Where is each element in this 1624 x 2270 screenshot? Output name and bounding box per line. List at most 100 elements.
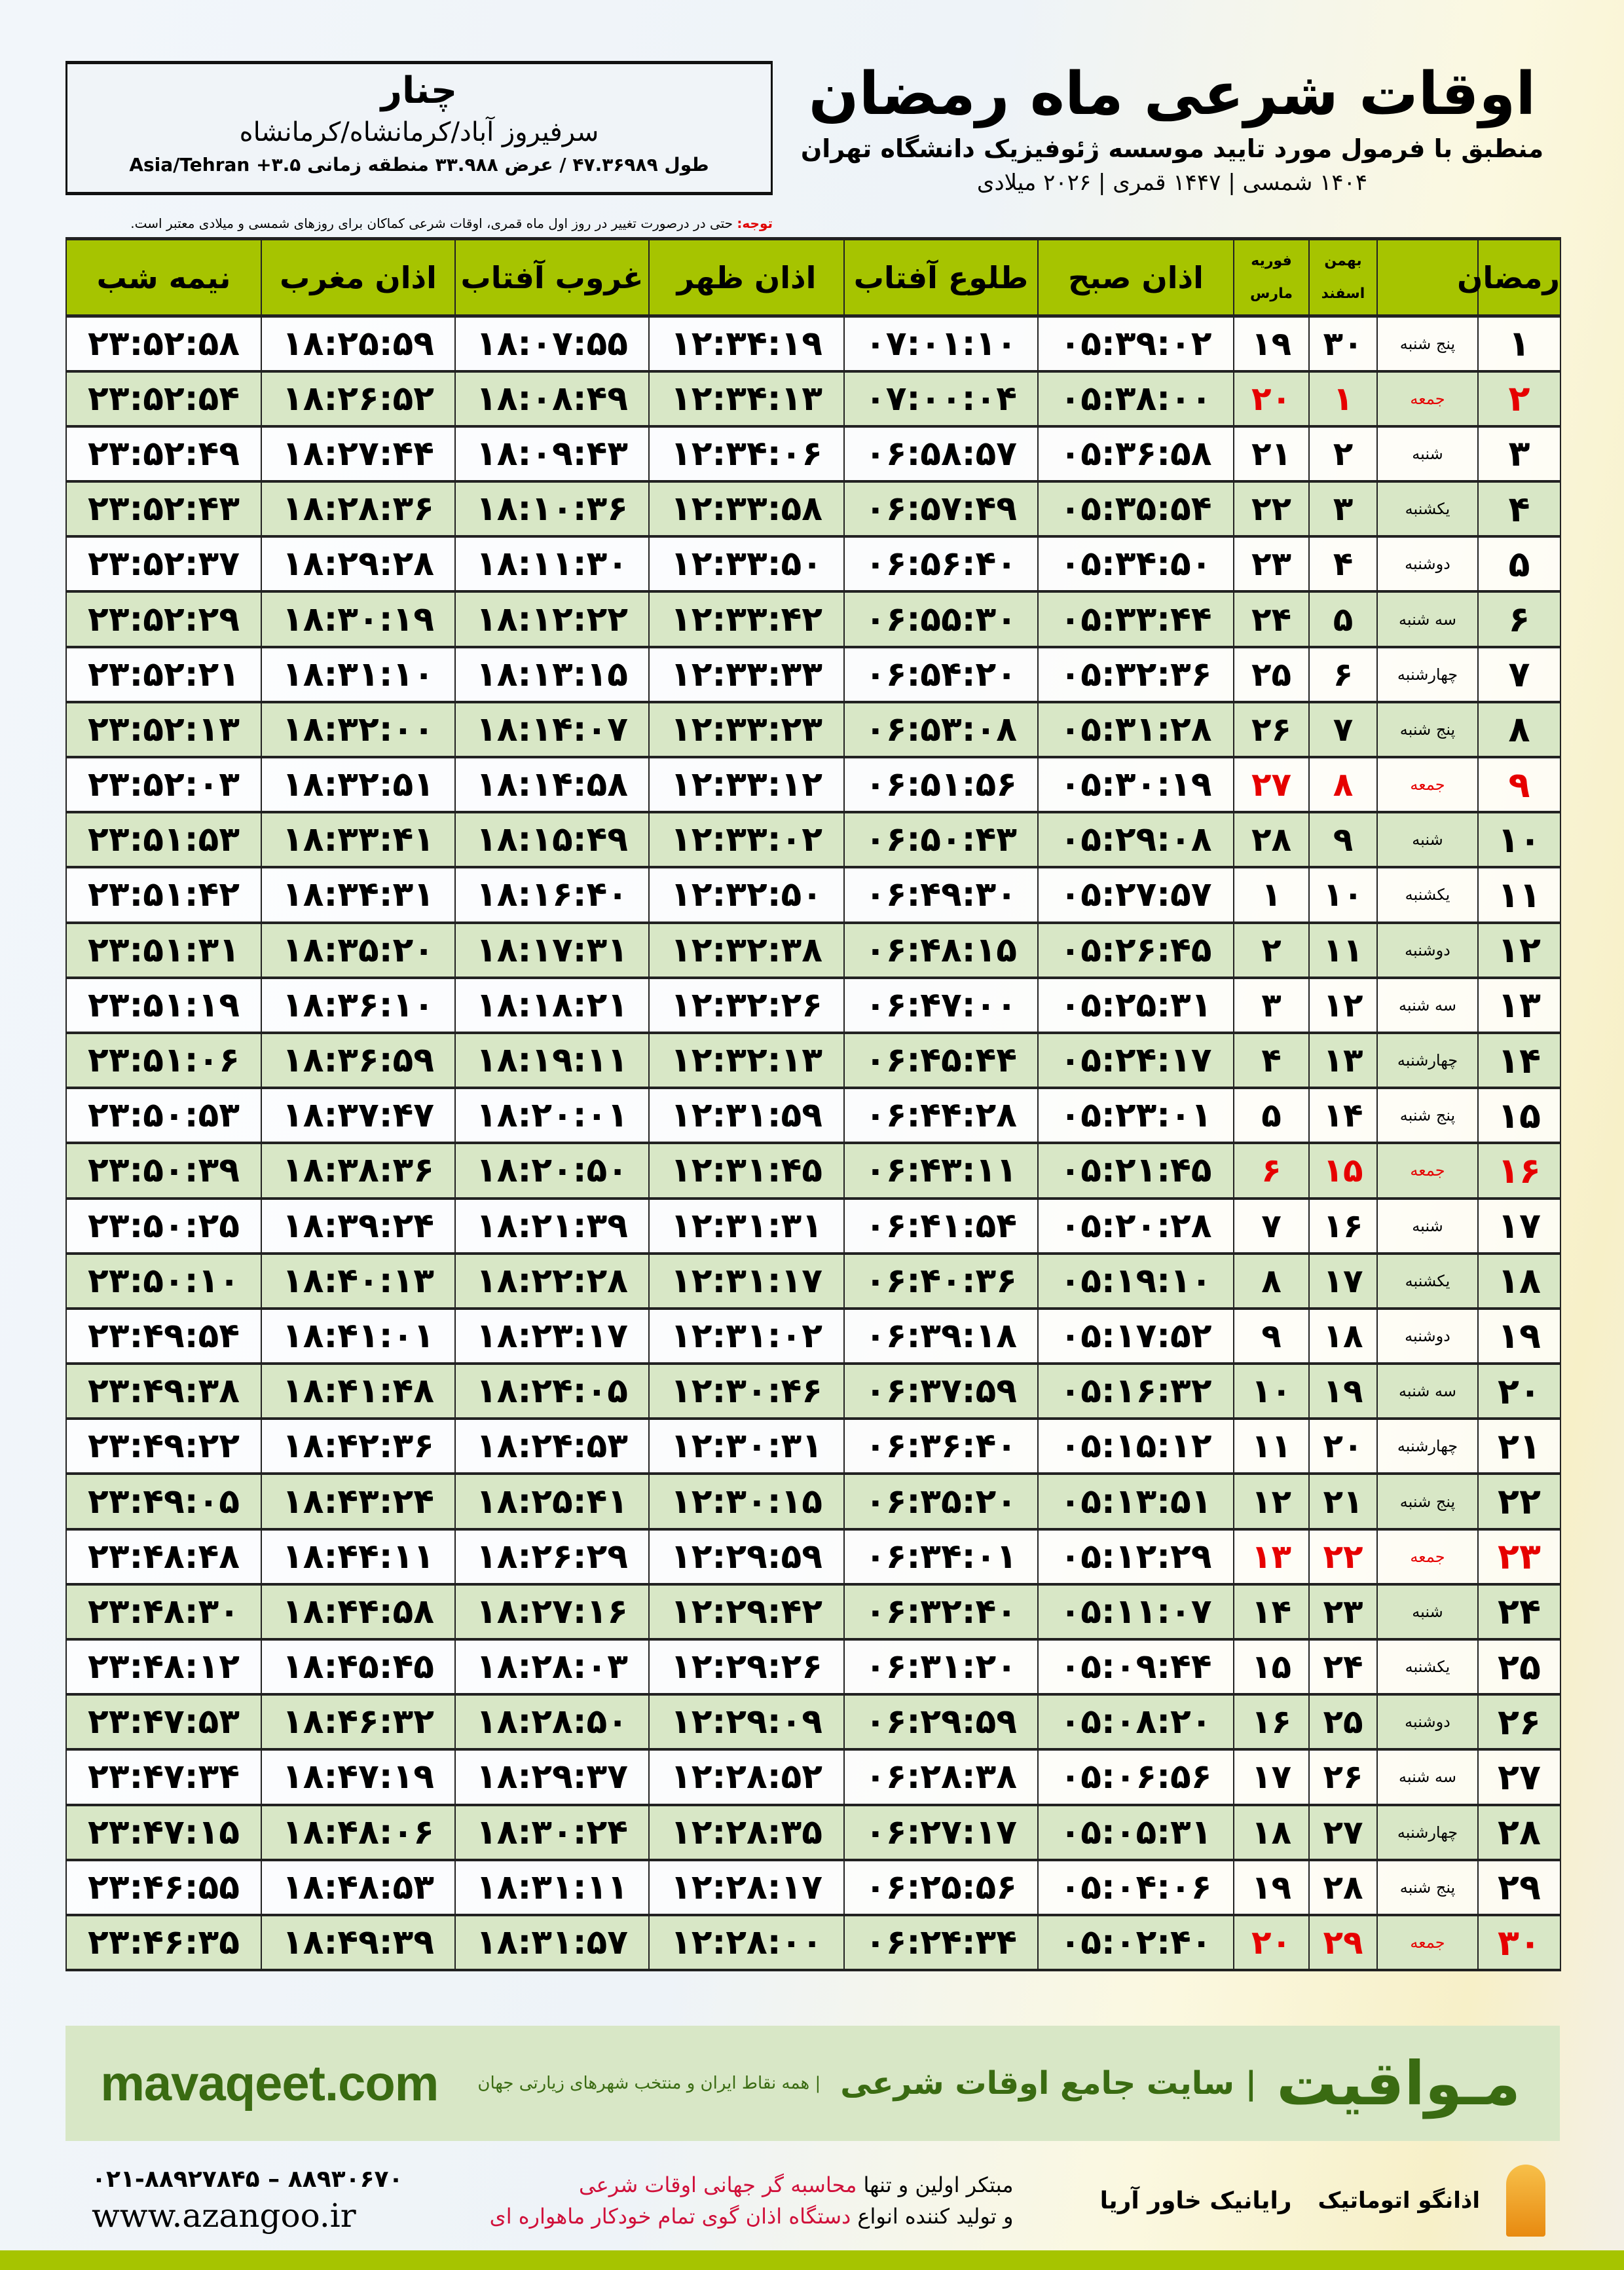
cell-ghorub: ۱۸:۱۲:۲۲ — [454, 591, 650, 648]
cell-tolu: ۰۶:۳۹:۱۸ — [843, 1307, 1039, 1366]
cell-ghorub: ۱۸:۱۸:۲۱ — [454, 977, 650, 1034]
cell-sobh: ۰۵:۲۵:۳۱ — [1037, 977, 1234, 1034]
cell-march: ۲۰ — [1233, 1914, 1310, 1972]
cell-march: ۱۴ — [1233, 1583, 1310, 1641]
cell-zohr: ۱۲:۲۸:۵۲ — [648, 1749, 845, 1806]
cell-ghorub: ۱۸:۲۰:۵۰ — [454, 1142, 650, 1200]
cell-march: ۲۱ — [1233, 425, 1310, 483]
cell-esfand: ۳۰ — [1308, 315, 1378, 373]
promo-line1: مبتکر اولین و تنها — [857, 2172, 1014, 2197]
cell-tolu: ۰۶:۵۷:۴۹ — [843, 481, 1039, 538]
cell-nimeshab: ۲۳:۵۲:۵۴ — [65, 370, 262, 428]
city-name: چنار — [380, 69, 458, 112]
cell-maghreb: ۱۸:۳۲:۰۰ — [261, 701, 456, 759]
cell-sobh: ۰۵:۳۰:۱۹ — [1037, 756, 1234, 814]
cell-ramadan: ۷ — [1477, 646, 1561, 703]
cell-zohr: ۱۲:۳۳:۴۲ — [648, 591, 845, 648]
cell-tolu: ۰۶:۴۷:۰۰ — [843, 977, 1039, 1034]
cell-march: ۱۹ — [1233, 1859, 1310, 1916]
cell-weekday: جمعه — [1376, 1528, 1479, 1586]
mosque-icon — [1505, 2165, 1545, 2237]
site-link[interactable]: mavaqeet.com — [100, 2055, 439, 2112]
cell-nimeshab: ۲۳:۵۲:۲۹ — [65, 591, 262, 648]
cell-ghorub: ۱۸:۱۰:۳۶ — [454, 481, 650, 538]
cell-weekday: جمعه — [1376, 370, 1479, 428]
cell-tolu: ۰۶:۳۵:۲۰ — [843, 1473, 1039, 1531]
cell-maghreb: ۱۸:۴۷:۱۹ — [261, 1749, 456, 1806]
cell-maghreb: ۱۸:۳۴:۳۱ — [261, 866, 456, 924]
cell-ghorub: ۱۸:۲۴:۰۵ — [454, 1363, 650, 1421]
cell-tolu: ۰۶:۴۱:۵۴ — [843, 1197, 1039, 1255]
cell-esfand: ۲۹ — [1308, 1914, 1378, 1972]
cell-march: ۲۷ — [1233, 756, 1310, 814]
cell-weekday: پنج شنبه — [1376, 1473, 1479, 1531]
cell-march: ۱۷ — [1233, 1749, 1310, 1806]
cell-ramadan: ۲۸ — [1477, 1804, 1561, 1861]
cell-maghreb: ۱۸:۲۶:۵۲ — [261, 370, 456, 428]
cell-march: ۲۳ — [1233, 536, 1310, 593]
cell-march: ۲۵ — [1233, 646, 1310, 703]
table-row: ۱۲ دوشنبه ۱۱ ۲ ۰۵:۲۶:۴۵ ۰۶:۴۸:۱۵ ۱۲:۳۲:۳۸ ۱۸:۱۷… — [65, 921, 1561, 979]
cell-tolu: ۰۶:۵۵:۳۰ — [843, 591, 1039, 648]
cell-nimeshab: ۲۳:۴۹:۳۸ — [65, 1363, 262, 1421]
cell-ramadan: ۱۶ — [1477, 1142, 1561, 1200]
cell-zohr: ۱۲:۳۰:۱۵ — [648, 1473, 845, 1531]
page-subtitle: منطبق با فرمول مورد تایید موسسه ژئوفیزیک… — [800, 134, 1544, 163]
cell-weekday: یکشنبه — [1376, 481, 1479, 538]
table-row: ۸ پنج شنبه ۷ ۲۶ ۰۵:۳۱:۲۸ ۰۶:۵۳:۰۸ ۱۲:۳۳:۲۳ ۱۸:۱… — [65, 701, 1561, 759]
table-row: ۳۰ جمعه ۲۹ ۲۰ ۰۵:۰۲:۴۰ ۰۶:۲۴:۳۴ ۱۲:۲۸:۰۰ ۱۸:۳۱:… — [65, 1914, 1561, 1972]
cell-sobh: ۰۵:۱۱:۰۷ — [1037, 1583, 1234, 1641]
cell-ghorub: ۱۸:۲۹:۳۷ — [454, 1749, 650, 1806]
cell-esfand: ۱۵ — [1308, 1142, 1378, 1200]
cell-march: ۲۰ — [1233, 370, 1310, 428]
cell-march: ۲۲ — [1233, 481, 1310, 538]
cell-zohr: ۱۲:۳۳:۲۳ — [648, 701, 845, 759]
table-row: ۳ شنبه ۲ ۲۱ ۰۵:۳۶:۵۸ ۰۶:۵۸:۵۷ ۱۲:۳۴:۰۶ ۱۸:۰۹:۴۳… — [65, 425, 1561, 483]
cell-tolu: ۰۶:۵۴:۲۰ — [843, 646, 1039, 703]
cell-zohr: ۱۲:۳۱:۰۲ — [648, 1307, 845, 1366]
promo-line1-highlight: محاسبه گر جهانی اوقات شرعی — [579, 2172, 857, 2197]
cell-weekday: پنج شنبه — [1376, 1087, 1479, 1145]
cell-esfand: ۲۳ — [1308, 1583, 1378, 1641]
cell-weekday: سه شنبه — [1376, 977, 1479, 1034]
cell-maghreb: ۱۸:۴۶:۳۲ — [261, 1694, 456, 1751]
cell-maghreb: ۱۸:۴۱:۴۸ — [261, 1363, 456, 1421]
cell-sobh: ۰۵:۳۵:۵۴ — [1037, 481, 1234, 538]
col-maghreb: اذان مغرب — [261, 237, 456, 318]
cell-nimeshab: ۲۳:۴۶:۳۵ — [65, 1914, 262, 1972]
location-box: چنار سرفیروز آباد/کرمانشاه/کرمانشاه طول … — [65, 61, 773, 195]
table-row: ۱ پنج شنبه ۳۰ ۱۹ ۰۵:۳۹:۰۲ ۰۷:۰۱:۱۰ ۱۲:۳۴:۱۹ ۱۸:… — [65, 315, 1561, 373]
cell-nimeshab: ۲۳:۴۷:۵۳ — [65, 1694, 262, 1751]
cell-esfand: ۷ — [1308, 701, 1378, 759]
cell-zohr: ۱۲:۳۲:۳۸ — [648, 921, 845, 979]
year-line: ۱۴۰۴ شمسی | ۱۴۴۷ قمری | ۲۰۲۶ میلادی — [976, 170, 1368, 196]
cell-zohr: ۱۲:۲۸:۳۵ — [648, 1804, 845, 1861]
cell-esfand: ۲۲ — [1308, 1528, 1378, 1586]
cell-march: ۱۶ — [1233, 1694, 1310, 1751]
mavaqeet-banner: مـواقیت | سایت جامع اوقات شرعی | همه نقا… — [65, 2026, 1560, 2141]
cell-zohr: ۱۲:۳۴:۱۹ — [648, 315, 845, 373]
cell-ghorub: ۱۸:۳۱:۵۷ — [454, 1914, 650, 1972]
cell-esfand: ۸ — [1308, 756, 1378, 814]
cell-march: ۲ — [1233, 921, 1310, 979]
col-march: مارس — [1250, 285, 1293, 302]
cell-ramadan: ۲۲ — [1477, 1473, 1561, 1531]
cell-esfand: ۲۸ — [1308, 1859, 1378, 1916]
table-row: ۱۴ چهارشنبه ۱۳ ۴ ۰۵:۲۴:۱۷ ۰۶:۴۵:۴۴ ۱۲:۳۲:۱۳ ۱۸:… — [65, 1032, 1561, 1090]
cell-tolu: ۰۶:۵۶:۴۰ — [843, 536, 1039, 593]
cell-ramadan: ۱ — [1477, 315, 1561, 373]
cell-march: ۲۸ — [1233, 811, 1310, 869]
col-sobh: اذان صبح — [1037, 237, 1234, 318]
cell-ramadan: ۱۱ — [1477, 866, 1561, 924]
cell-sobh: ۰۵:۲۰:۲۸ — [1037, 1197, 1234, 1255]
cell-weekday: پنج شنبه — [1376, 315, 1479, 373]
azangoo-link[interactable]: www.azangoo.ir — [92, 2197, 356, 2235]
cell-ramadan: ۶ — [1477, 591, 1561, 648]
cell-esfand: ۱۹ — [1308, 1363, 1378, 1421]
cell-ghorub: ۱۸:۲۸:۰۳ — [454, 1638, 650, 1696]
cell-maghreb: ۱۸:۳۹:۲۴ — [261, 1197, 456, 1255]
cell-march: ۷ — [1233, 1197, 1310, 1255]
cell-march: ۳ — [1233, 977, 1310, 1034]
cell-zohr: ۱۲:۳۳:۳۳ — [648, 646, 845, 703]
cell-zohr: ۱۲:۳۳:۱۲ — [648, 756, 845, 814]
